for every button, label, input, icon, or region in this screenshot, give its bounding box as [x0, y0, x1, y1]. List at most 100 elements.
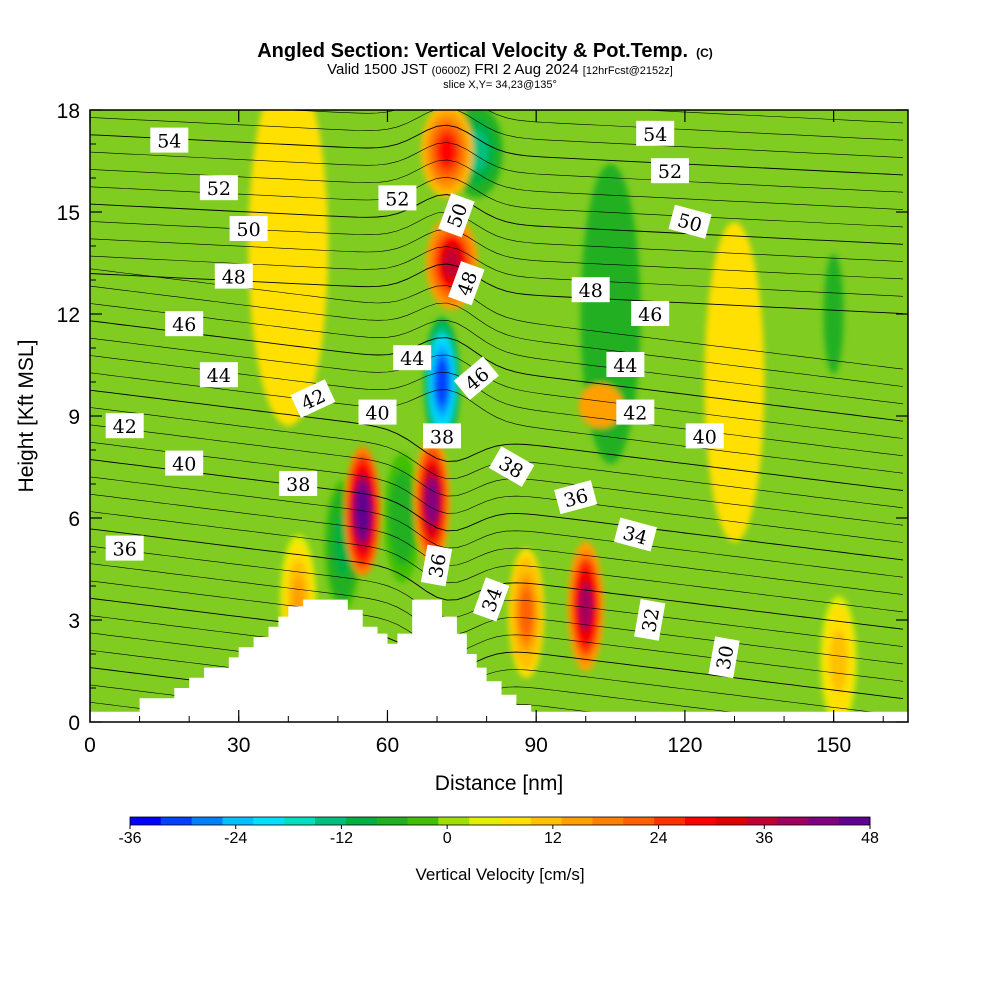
contour-label-text: 54 [643, 124, 667, 146]
contour-label-text: 36 [425, 552, 451, 580]
contour-label-text: 30 [713, 644, 739, 672]
theta-line [635, 110, 904, 124]
contour-label-text: 48 [579, 280, 603, 302]
updraft-core [414, 436, 451, 566]
colorbar-swatch [284, 817, 316, 825]
updraft-core [567, 541, 604, 672]
contour-label-text: 38 [430, 426, 454, 448]
contour-label: 40 [685, 423, 724, 449]
theta-line [90, 142, 904, 193]
contour-label: 40 [165, 450, 204, 476]
colorbar-tick-label: -24 [224, 830, 247, 847]
contour-label: 44 [606, 352, 645, 377]
x-axis-ticks: 0 30 60 90 120 150 [84, 110, 884, 757]
colorbar-tick-label: 0 [443, 830, 452, 847]
colorbar: -36 -24 -12 0 12 24 36 48 [118, 816, 879, 847]
contour-label: 52 [199, 175, 238, 201]
contour-label-text: 44 [400, 348, 424, 370]
updraft-core [420, 110, 473, 198]
theta-line [90, 0, 903, 19]
y-tick-label: 9 [68, 406, 80, 429]
y-tick-label: 15 [57, 202, 80, 225]
chart-title: Angled Section: Vertical Velocity & Pot.… [257, 40, 713, 62]
colorbar-swatch [561, 817, 593, 825]
slice-label: slice X,Y= 34,23@135° [443, 79, 557, 91]
theta-line [90, 597, 904, 700]
x-tick-label: 90 [525, 734, 548, 757]
theta-line [90, 246, 904, 297]
contour-label: 44 [199, 362, 238, 388]
y-axis-label: Height [Kft MSL] [15, 340, 38, 493]
contour-label-text: 44 [613, 355, 637, 377]
colorbar-tick-label: 36 [755, 830, 773, 847]
contour-label: 38 [423, 423, 461, 449]
colorbar-label: Vertical Velocity [cm/s] [415, 865, 584, 884]
colorbar-swatch [777, 817, 809, 825]
colorbar-swatch [685, 817, 717, 825]
x-tick-label: 60 [376, 734, 399, 757]
theta-line [90, 320, 904, 422]
theta-line [90, 228, 904, 280]
colorbar-swatch [222, 817, 254, 825]
contour-label-text: 54 [157, 131, 181, 153]
contour-label: 46 [631, 301, 670, 326]
updraft-core [508, 548, 545, 678]
colorbar-swatch [654, 817, 686, 825]
theta-line [90, 476, 904, 578]
theta-line [90, 389, 904, 491]
contour-label: 38 [279, 471, 318, 496]
colorbar-swatch [839, 817, 871, 825]
colorbar-tick-label: -36 [118, 830, 141, 847]
colorbar-swatch [438, 817, 470, 825]
updraft-core [344, 446, 381, 576]
contour-label-text: 48 [222, 267, 246, 289]
contour-label: 52 [378, 185, 417, 211]
colorbar-swatch [315, 817, 347, 825]
colorbar-swatch [130, 817, 162, 825]
terrain [90, 599, 908, 722]
theta-line [90, 459, 904, 561]
colorbar-swatch [469, 817, 501, 825]
colorbar-swatch [160, 817, 193, 825]
theta-line [90, 211, 904, 262]
y-tick-label: 18 [57, 100, 80, 123]
x-tick-label: 120 [667, 734, 702, 757]
theta-line [90, 124, 904, 176]
theta-line [90, 0, 903, 36]
colorbar-tick-label: -12 [330, 830, 353, 847]
field-band [578, 383, 623, 428]
colorbar-swatch [746, 817, 778, 825]
colorbar-swatch [345, 817, 378, 825]
contour-label-text: 40 [172, 454, 196, 476]
x-tick-label: 30 [227, 734, 250, 757]
theta-line [90, 372, 904, 474]
theta-line [90, 615, 904, 717]
colorbar-swatch [407, 817, 439, 825]
theta-line [90, 719, 112, 722]
contour-label: 52 [651, 158, 689, 184]
contour-label: 42 [616, 399, 655, 425]
theta-line [90, 194, 904, 245]
contour-label: 42 [290, 379, 336, 418]
contour-label-text: 40 [693, 426, 717, 448]
contour-label: 36 [105, 535, 144, 561]
theta-line [90, 110, 904, 158]
y-tick-label: 12 [57, 304, 80, 327]
contour-label-text: 46 [638, 304, 662, 326]
theta-line [90, 337, 904, 439]
contour-label-text: 36 [113, 539, 137, 561]
theta-line [284, 110, 904, 141]
x-axis-label: Distance [nm] [435, 772, 563, 795]
contour-label-text: 42 [623, 403, 647, 425]
contour-label: 34 [472, 577, 510, 622]
colorbar-swatch [623, 817, 655, 825]
contour-label-text: 40 [365, 403, 389, 425]
contour-label: 30 [708, 636, 740, 679]
y-tick-label: 6 [68, 508, 80, 531]
x-tick-label: 0 [84, 734, 96, 757]
contour-label: 54 [636, 120, 675, 146]
colorbar-swatch [376, 817, 408, 825]
colorbar-tick-label: 24 [650, 830, 668, 847]
updraft-core [820, 596, 857, 722]
